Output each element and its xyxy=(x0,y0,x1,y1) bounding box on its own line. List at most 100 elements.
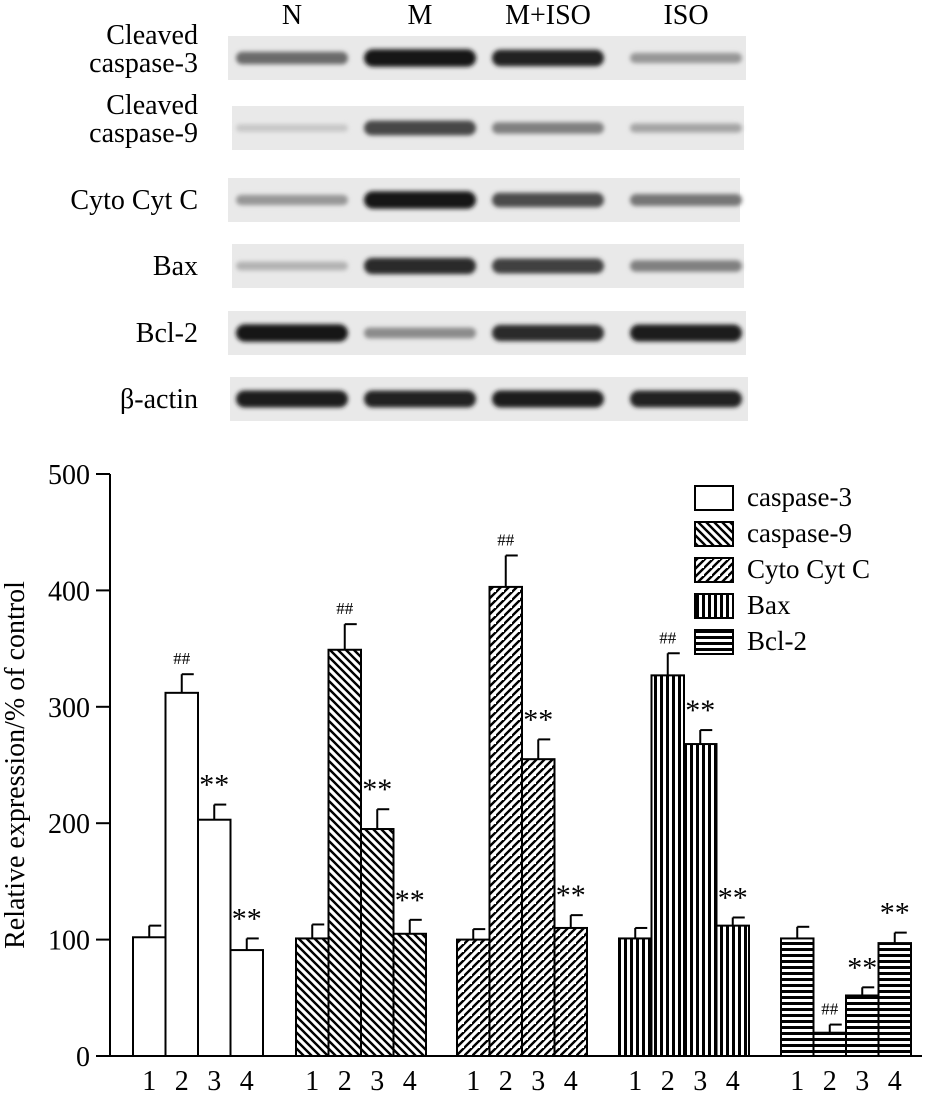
bar xyxy=(553,926,588,1058)
blot-row-label: Bax xyxy=(153,251,198,282)
x-tick-label: 4 xyxy=(888,1066,902,1095)
significance-mark: ** xyxy=(395,884,425,917)
blot-band xyxy=(492,192,604,208)
legend-swatch xyxy=(694,629,734,655)
x-tick-label: 4 xyxy=(240,1066,254,1095)
bar xyxy=(845,994,880,1057)
bar-group-caspase-3: 1 ## 2 ** 3 ** 4 xyxy=(132,649,264,1095)
legend-label: caspase-3 xyxy=(747,482,852,512)
blot-row-label: Bcl-2 xyxy=(136,318,198,349)
bar xyxy=(132,936,167,1057)
blot-row-label: Cleaved xyxy=(106,20,198,51)
blot-band xyxy=(492,122,604,134)
blot-row-label: caspase-3 xyxy=(89,48,198,79)
y-tick-label: 0 xyxy=(76,1042,90,1073)
blot-band xyxy=(492,324,604,342)
blot-band xyxy=(364,327,476,339)
x-tick-label: 2 xyxy=(499,1066,513,1095)
x-tick-label: 3 xyxy=(855,1066,869,1095)
bar xyxy=(360,828,395,1058)
legend-swatch xyxy=(694,521,734,547)
blot-band xyxy=(364,257,476,275)
y-axis-label: Relative expression/% of control xyxy=(0,581,31,949)
x-tick-label: 1 xyxy=(466,1066,480,1095)
blot-band xyxy=(630,123,742,133)
bar xyxy=(229,949,264,1057)
blot-band xyxy=(630,52,742,64)
bar xyxy=(780,937,815,1057)
bar-group-bax: 1 ## 2 ** 3 ** 4 xyxy=(618,628,750,1095)
blot-band xyxy=(236,194,348,206)
legend: caspase-3 caspase-9 Cyto Cyt C Bax Bcl-2 xyxy=(694,482,870,656)
significance-mark: ** xyxy=(362,773,392,806)
blot-row: Bax xyxy=(153,244,744,288)
blot-band xyxy=(236,390,348,408)
blot-row: β-actin xyxy=(120,377,748,421)
x-tick-label: 3 xyxy=(370,1066,384,1095)
bar-group-caspase-9: 1 ## 2 ** 3 ** 4 xyxy=(295,599,427,1095)
blot-band xyxy=(630,194,742,206)
blot-lane-label: M+ISO xyxy=(505,0,591,31)
blot-band xyxy=(630,324,742,342)
bar xyxy=(456,938,491,1057)
blot-row: Bcl-2 xyxy=(136,311,746,355)
x-tick-label: 3 xyxy=(693,1066,707,1095)
significance-mark: ** xyxy=(199,769,229,802)
significance-mark: ## xyxy=(821,1000,839,1019)
significance-mark: ## xyxy=(659,628,677,647)
western-blot: N M M+ISO ISO Cleavedcaspase-3Cleavedcaspas… xyxy=(70,0,748,421)
bar xyxy=(197,818,232,1058)
legend-label: Cyto Cyt C xyxy=(747,554,870,584)
legend-label: Bax xyxy=(747,590,791,620)
significance-mark: ** xyxy=(847,951,877,984)
bar xyxy=(618,937,653,1057)
bar xyxy=(521,758,556,1057)
bar xyxy=(327,648,362,1057)
bar xyxy=(683,743,718,1057)
bar-group-cyto-cyt-c: 1 ## 2 ** 3 ** 4 xyxy=(456,530,588,1095)
blot-row: Cyto Cyt C xyxy=(70,178,742,222)
blot-band xyxy=(236,124,348,132)
x-tick-label: 3 xyxy=(207,1066,221,1095)
y-tick-label: 100 xyxy=(48,926,90,957)
x-tick-label: 1 xyxy=(142,1066,156,1095)
blot-row-label: Cyto Cyt C xyxy=(70,185,198,216)
significance-mark: ## xyxy=(497,530,515,549)
blot-band xyxy=(236,324,348,342)
x-tick-label: 1 xyxy=(790,1066,804,1095)
significance-mark: ## xyxy=(336,599,354,618)
blot-band xyxy=(630,260,742,272)
significance-mark: ## xyxy=(173,649,191,668)
x-tick-label: 4 xyxy=(726,1066,740,1095)
blot-row-label: β-actin xyxy=(120,384,198,415)
bar-group-bcl-2: 1 ## 2 ** 3 ** 4 xyxy=(780,897,912,1095)
bar-chart: Relative expression/% of control 0 100 200… xyxy=(0,460,922,1095)
x-tick-label: 3 xyxy=(531,1066,545,1095)
y-tick-label: 200 xyxy=(48,809,90,840)
blot-band xyxy=(492,49,604,67)
blot-band xyxy=(236,261,348,271)
blot-band xyxy=(492,258,604,274)
significance-mark: ** xyxy=(718,881,748,914)
x-tick-label: 4 xyxy=(564,1066,578,1095)
bar xyxy=(715,924,750,1058)
x-tick-label: 1 xyxy=(305,1066,319,1095)
bar xyxy=(650,674,685,1057)
blot-row-label: caspase-9 xyxy=(89,118,198,149)
bar-groups: 1 ## 2 ** 3 ** 4 1 ## 2 ** 3 ** 4 1 ## 2 ** 3 ** 4 1 ## 2 ** 3 ** 4… xyxy=(132,530,912,1095)
blot-band xyxy=(364,390,476,408)
blot-lane-label: N xyxy=(282,0,302,31)
blot-band xyxy=(630,390,742,408)
bar xyxy=(877,942,912,1057)
bar xyxy=(295,937,330,1057)
blot-band xyxy=(364,49,476,67)
y-tick-label: 400 xyxy=(48,576,90,607)
x-tick-label: 1 xyxy=(628,1066,642,1095)
blot-lane-labels: N M M+ISO ISO xyxy=(282,0,709,31)
x-tick-label: 2 xyxy=(338,1066,352,1095)
blot-band xyxy=(364,191,476,209)
blot-band xyxy=(236,51,348,65)
